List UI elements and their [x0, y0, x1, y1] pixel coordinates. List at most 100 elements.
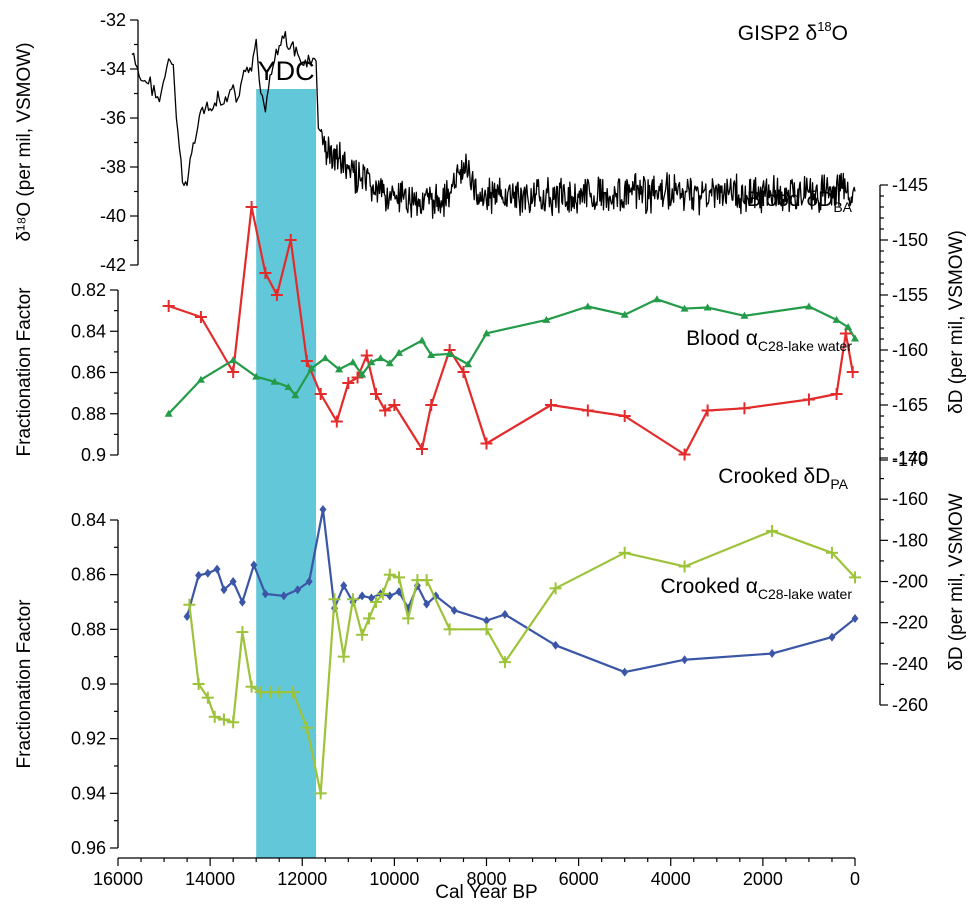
series-label-main: Crooked α — [660, 575, 757, 598]
dD_lower-tick-label: -180 — [892, 530, 928, 550]
series-1-marker-3 — [245, 201, 258, 213]
series-1-marker-0 — [162, 300, 175, 312]
series-3-line — [186, 508, 856, 674]
series-2-marker-9 — [335, 365, 344, 373]
series-1-marker-10 — [342, 377, 355, 389]
series-3-marker-27 — [501, 609, 509, 619]
frac_upper-tick-label: 0.84 — [71, 321, 106, 341]
series-4-marker-14 — [328, 593, 341, 606]
frac_lower-tick-label: 0.94 — [71, 783, 106, 803]
series-2-marker-27 — [740, 311, 749, 319]
series-2-marker-0 — [164, 409, 173, 417]
dD_upper-axis-title: δD (per mil, VSMOW) — [946, 230, 967, 414]
series-2-marker-14 — [385, 359, 394, 367]
series-label-main: Crooked δD — [718, 465, 830, 488]
series-2-marker-7 — [307, 364, 316, 372]
series-3-marker-17 — [367, 593, 375, 603]
series-0-line — [131, 31, 856, 219]
dD_upper-tick-label: -160 — [892, 340, 928, 360]
frac_lower-tick-label: 0.96 — [71, 838, 106, 858]
x-tick-label: 0 — [850, 869, 860, 889]
series-2-marker-5 — [284, 382, 293, 390]
series-3-marker-0 — [183, 611, 191, 621]
series-1-marker-26 — [738, 402, 751, 415]
series-label-main: Blood α — [686, 327, 758, 350]
frac_lower-tick-label: 0.92 — [71, 729, 106, 749]
series-4-marker-23 — [402, 612, 415, 625]
series-3-marker-2 — [204, 568, 212, 578]
dD_lower-tick-label: -260 — [892, 695, 928, 715]
series-1-marker-7 — [300, 355, 313, 367]
series-4-marker-34 — [849, 571, 861, 584]
dD_upper-tick-label: -170 — [892, 450, 928, 470]
series-4-marker-20 — [376, 587, 389, 600]
frac_lower-tick-label: 0.9 — [81, 674, 106, 694]
x-tick-label: 2000 — [743, 869, 783, 889]
series-1-marker-30 — [846, 366, 859, 378]
d18o-tick-label: -40 — [100, 206, 126, 226]
series-4-marker-29 — [549, 582, 562, 595]
d18o-tick-label: -32 — [100, 10, 126, 30]
series-4-marker-21 — [383, 568, 396, 581]
series-3-marker-7 — [250, 560, 258, 570]
frac_lower-tick-label: 0.88 — [71, 619, 106, 639]
axes-layer: 16000 14000 12000 10000 8000 6000 4000 2000 0 Cal… — [14, 10, 967, 903]
x-tick-label: 12000 — [277, 869, 327, 889]
series-3-marker-8 — [261, 589, 269, 599]
series-2-marker-3 — [252, 372, 261, 380]
series-4-marker-10 — [273, 686, 286, 699]
series-2-marker-23 — [620, 310, 629, 318]
x-tick-label: 4000 — [651, 869, 691, 889]
frac_lower-axis-title: Fractionation Factor — [14, 599, 35, 769]
series-2-label: Blood αC28-lake water — [686, 327, 852, 354]
series-4-marker-18 — [363, 612, 376, 625]
series-3-marker-14 — [340, 581, 348, 591]
dD_lower-tick-label: -240 — [892, 654, 928, 674]
dD_lower-tick-label: -160 — [892, 489, 928, 509]
series-3-marker-5 — [229, 577, 237, 586]
x-axis-title: Cal Year BP — [435, 882, 537, 903]
series-label-sub: PA — [830, 476, 848, 492]
series-3-marker-11 — [305, 577, 313, 586]
series-1-marker-24 — [678, 448, 691, 461]
series-1-marker-6 — [284, 234, 297, 246]
series-layer — [131, 31, 861, 800]
series-2-marker-21 — [542, 315, 551, 323]
series-2-marker-17 — [427, 350, 436, 358]
frac_lower-tick-label: 0.84 — [71, 510, 106, 530]
series-4-marker-0 — [183, 598, 196, 611]
dD_lower-tick-label: -200 — [892, 572, 928, 592]
frac_upper-tick-label: 0.9 — [81, 445, 106, 465]
d18o-tick-label: -42 — [100, 255, 126, 275]
series-4-marker-15 — [337, 650, 350, 663]
series-4-marker-19 — [369, 596, 382, 608]
series-3-marker-1 — [195, 570, 203, 580]
series-1-marker-9 — [330, 415, 343, 428]
series-1-marker-17 — [425, 399, 438, 411]
dD_lower-tick-label: -220 — [892, 613, 928, 633]
series-4-marker-4 — [217, 713, 230, 726]
series-2-marker-22 — [583, 302, 592, 310]
series-3-marker-4 — [220, 585, 228, 595]
series-4-marker-2 — [201, 691, 214, 704]
series-1-marker-25 — [701, 404, 714, 417]
series-4-marker-27 — [480, 623, 493, 636]
frac_lower-tick-label: 0.86 — [71, 565, 106, 585]
series-4-marker-6 — [236, 626, 249, 639]
series-2-marker-31 — [851, 334, 859, 342]
ydc-band-layer: YDC — [256, 56, 317, 858]
dD_upper-tick-label: -145 — [892, 175, 928, 195]
frac_upper-tick-label: 0.88 — [71, 404, 106, 424]
series-3-marker-23 — [423, 599, 431, 609]
series-4-marker-7 — [245, 680, 258, 693]
series-label-sub: BA — [833, 199, 852, 215]
series-4-marker-13 — [314, 787, 327, 800]
series-2-marker-1 — [196, 375, 205, 383]
series-2-marker-2 — [229, 356, 238, 364]
series-label-main: Blood δD — [747, 188, 833, 211]
series-1-marker-15 — [388, 399, 401, 411]
series-4-label: Crooked αC28-lake water — [660, 575, 852, 602]
series-2-marker-8 — [321, 354, 330, 362]
x-tick-label: 10000 — [369, 869, 419, 889]
